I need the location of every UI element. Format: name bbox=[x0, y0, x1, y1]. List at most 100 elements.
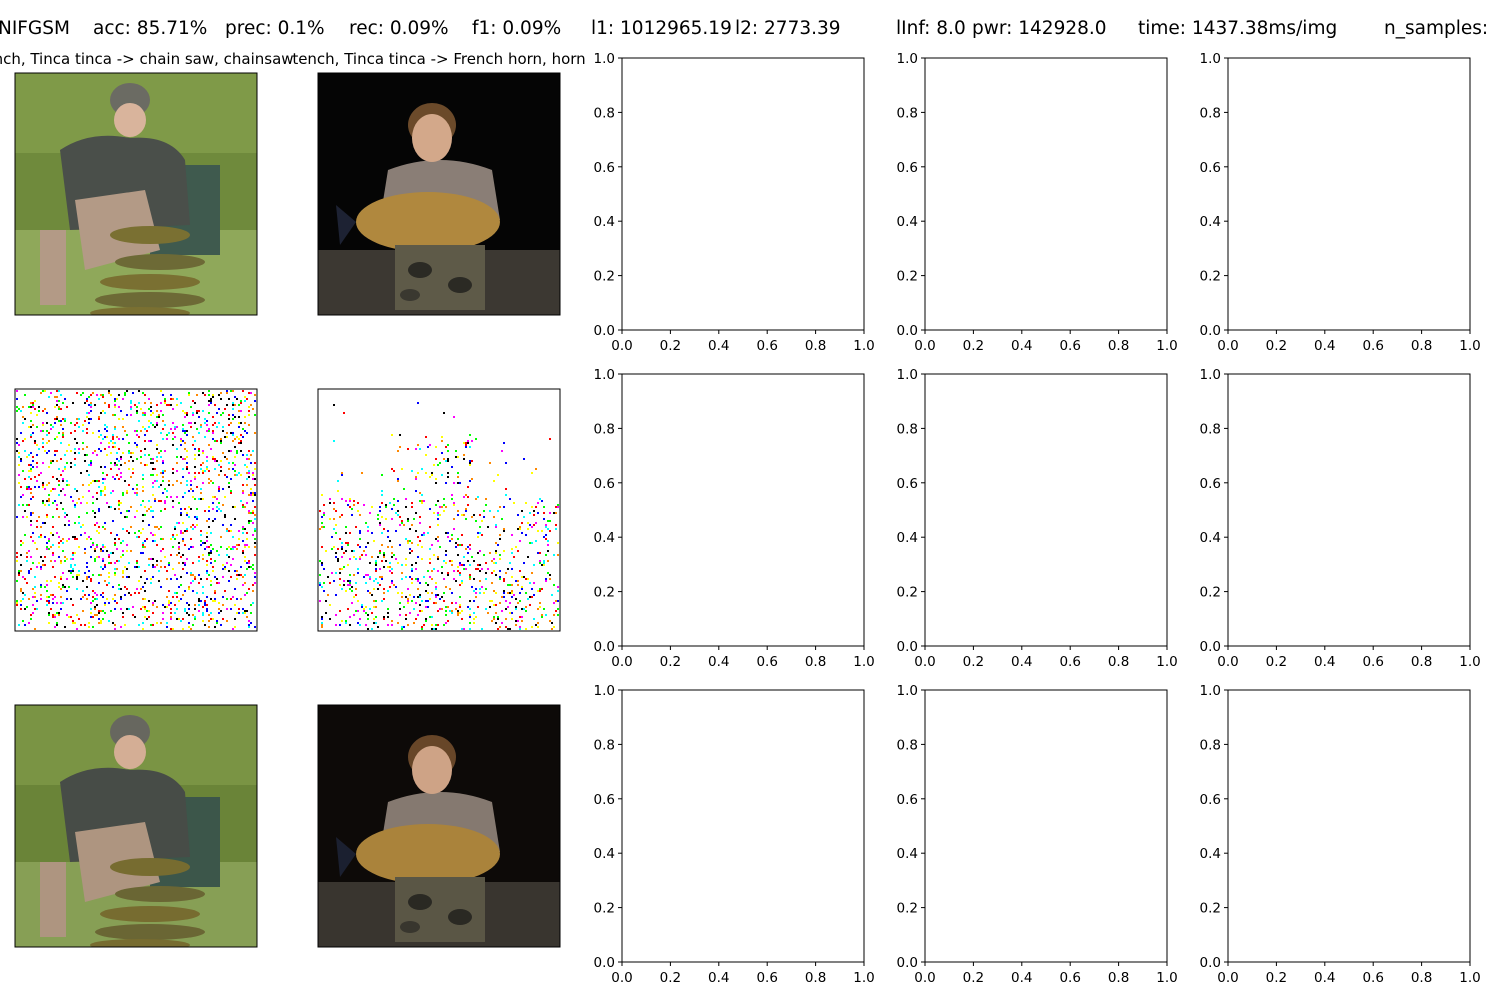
noise-pixel bbox=[477, 564, 479, 566]
noise-pixel bbox=[102, 544, 104, 546]
noise-pixel bbox=[46, 442, 48, 444]
noise-pixel bbox=[48, 494, 50, 496]
axes-frame bbox=[924, 689, 1168, 963]
noise-pixel bbox=[216, 460, 218, 462]
noise-pixel bbox=[224, 456, 226, 458]
noise-pixel bbox=[417, 588, 419, 590]
noise-pixel bbox=[38, 410, 40, 412]
noise-pixel bbox=[437, 556, 439, 558]
noise-pixel bbox=[164, 470, 166, 472]
noise-pixel bbox=[92, 600, 94, 602]
noise-pixel bbox=[517, 528, 519, 530]
noise-pixel bbox=[425, 618, 427, 620]
image-frame bbox=[317, 704, 561, 948]
noise-pixel bbox=[44, 564, 46, 566]
noise-pixel bbox=[359, 624, 361, 626]
noise-pixel bbox=[170, 616, 172, 618]
noise-pixel bbox=[192, 580, 194, 582]
noise-pixel bbox=[16, 602, 18, 604]
noise-pixel bbox=[226, 562, 228, 564]
noise-pixel bbox=[222, 576, 224, 578]
noise-pixel bbox=[128, 562, 130, 564]
noise-pixel bbox=[34, 596, 36, 598]
noise-pixel bbox=[178, 618, 180, 620]
noise-pixel bbox=[16, 438, 18, 440]
suptitle-accuracy: acc: 85.71% bbox=[93, 18, 207, 39]
noise-pixel bbox=[18, 624, 20, 626]
noise-pixel bbox=[128, 450, 130, 452]
noise-pixel bbox=[469, 576, 471, 578]
noise-pixel bbox=[218, 474, 220, 476]
noise-pixel bbox=[84, 624, 86, 626]
noise-pixel bbox=[377, 556, 379, 558]
noise-pixel bbox=[224, 436, 226, 438]
noise-pixel bbox=[98, 436, 100, 438]
noise-pixel bbox=[244, 594, 246, 596]
noise-pixel bbox=[216, 622, 218, 624]
noise-pixel bbox=[495, 574, 497, 576]
noise-pixel bbox=[248, 406, 250, 408]
noise-pixel bbox=[397, 562, 399, 564]
noise-pixel bbox=[549, 520, 551, 522]
noise-pixel bbox=[509, 584, 511, 586]
y-tick-label: 0.0 bbox=[594, 955, 615, 971]
noise-pixel bbox=[543, 562, 545, 564]
noise-pixel bbox=[156, 622, 158, 624]
noise-pixel bbox=[333, 528, 335, 530]
noise-pixel bbox=[208, 404, 210, 406]
noise-pixel bbox=[481, 586, 483, 588]
noise-pixel bbox=[208, 430, 210, 432]
noise-pixel bbox=[106, 474, 108, 476]
noise-pixel bbox=[132, 468, 134, 470]
noise-pixel bbox=[142, 552, 144, 554]
noise-pixel bbox=[539, 588, 541, 590]
noise-pixel bbox=[152, 424, 154, 426]
noise-pixel bbox=[321, 626, 323, 628]
noise-pixel bbox=[114, 624, 116, 626]
noise-pixel bbox=[252, 512, 254, 514]
noise-pixel bbox=[230, 548, 232, 550]
noise-pixel bbox=[96, 492, 98, 494]
noise-pixel bbox=[154, 600, 156, 602]
noise-pixel bbox=[90, 460, 92, 462]
noise-pixel bbox=[551, 628, 553, 630]
y-tick-label: 0.6 bbox=[1200, 792, 1221, 808]
x-tick-label: 0.2 bbox=[963, 970, 984, 986]
noise-pixel bbox=[244, 430, 246, 432]
noise-pixel bbox=[469, 578, 471, 580]
noise-pixel bbox=[345, 550, 347, 552]
noise-pixel bbox=[361, 604, 363, 606]
noise-pixel bbox=[347, 580, 349, 582]
x-tick-label: 0.8 bbox=[1108, 654, 1129, 670]
noise-pixel bbox=[58, 484, 60, 486]
sparse-noise-perturbation bbox=[15, 389, 257, 631]
noise-pixel bbox=[475, 438, 477, 440]
noise-pixel bbox=[495, 524, 497, 526]
noise-pixel bbox=[154, 534, 156, 536]
noise-pixel bbox=[381, 474, 383, 476]
noise-pixel bbox=[421, 610, 423, 612]
noise-pixel bbox=[160, 484, 162, 486]
noise-pixel bbox=[477, 552, 479, 554]
noise-pixel bbox=[36, 414, 38, 416]
noise-pixel bbox=[130, 414, 132, 416]
noise-pixel bbox=[423, 500, 425, 502]
noise-pixel bbox=[80, 394, 82, 396]
noise-pixel bbox=[248, 546, 250, 548]
noise-pixel bbox=[46, 596, 48, 598]
noise-pixel bbox=[214, 560, 216, 562]
noise-pixel bbox=[120, 588, 122, 590]
noise-pixel bbox=[36, 454, 38, 456]
noise-pixel bbox=[114, 478, 116, 480]
noise-pixel bbox=[70, 564, 72, 566]
noise-pixel bbox=[232, 390, 234, 392]
noise-pixel bbox=[365, 606, 367, 608]
noise-pixel bbox=[106, 598, 108, 600]
noise-pixel bbox=[58, 432, 60, 434]
noise-pixel bbox=[152, 558, 154, 560]
noise-pixel bbox=[555, 610, 557, 612]
noise-pixel bbox=[353, 550, 355, 552]
noise-pixel bbox=[186, 558, 188, 560]
noise-pixel bbox=[234, 446, 236, 448]
noise-pixel bbox=[142, 490, 144, 492]
